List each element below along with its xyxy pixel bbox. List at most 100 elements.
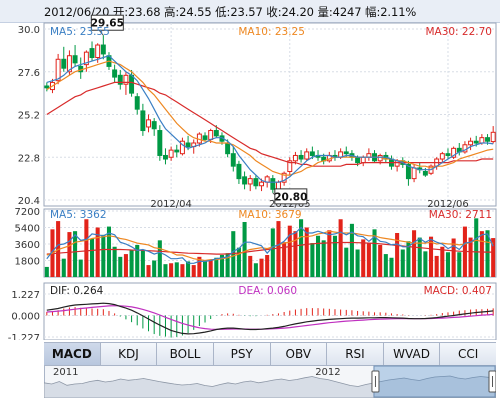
volume-bar: [146, 265, 151, 277]
volume-bar: [242, 222, 247, 277]
volume-bar: [163, 264, 168, 277]
volume-bar: [468, 237, 473, 277]
candle-body: [151, 121, 157, 130]
volume-bar: [282, 242, 287, 277]
tab-obv[interactable]: OBV: [270, 343, 328, 365]
candle-body: [83, 51, 89, 66]
candle-body: [298, 154, 304, 160]
candle-body: [292, 154, 298, 162]
volume-bar: [327, 230, 332, 277]
candle-body: [485, 137, 491, 142]
volume-bar: [259, 258, 264, 277]
volume-bar: [214, 257, 219, 277]
volume-bar: [355, 249, 360, 277]
volume-bar: [479, 231, 484, 277]
volume-bar: [366, 243, 371, 277]
volume-bar: [118, 256, 123, 277]
volume-bar: [491, 238, 496, 277]
candle-body: [411, 167, 417, 180]
candle-body: [129, 74, 135, 94]
candle-body: [281, 172, 287, 183]
candle-body: [117, 74, 123, 85]
macd-y-tick: 1.227: [11, 290, 40, 301]
tab-boll[interactable]: BOLL: [157, 343, 214, 365]
candle-body: [490, 131, 496, 143]
candle-body: [225, 142, 231, 155]
candle-body: [230, 153, 236, 167]
navigator-trend: [44, 375, 496, 398]
volume-bar: [434, 255, 439, 277]
volume-bar: [349, 223, 354, 277]
quote-header: 2012/06/20 开:23.68 高:24.55 低:23.57 收:24.…: [0, 0, 500, 23]
candle-body: [309, 151, 315, 156]
candle-body: [405, 163, 411, 180]
volume-bar: [310, 243, 315, 277]
candle-body: [174, 149, 180, 153]
annotation-box: [274, 188, 308, 205]
macd-dif-line: [46, 302, 494, 335]
volume-bar: [338, 219, 343, 277]
volume-bar: [152, 260, 157, 277]
price-ma5-line: [46, 55, 494, 183]
annotation-box: [90, 14, 124, 31]
tab-kdj[interactable]: KDJ: [100, 343, 158, 365]
candle-body: [259, 181, 265, 187]
volume-bar: [445, 252, 451, 277]
volume-bar: [225, 253, 230, 277]
volume-bar: [485, 230, 490, 277]
stock-chart[interactable]: 30.0 27.6 25.2 22.8 20.4 2012/04 2012/05 2012/0…: [0, 0, 500, 340]
volume-bar: [287, 225, 292, 277]
volume-bar: [315, 235, 321, 277]
candle-body: [146, 119, 152, 128]
volume-bar: [412, 230, 417, 277]
candle-body: [451, 147, 457, 158]
price-legend-item: MA10: 23.25: [238, 26, 305, 38]
tab-macd[interactable]: MACD: [44, 343, 101, 365]
price-x-tick: 2012/06: [427, 199, 469, 210]
candle-body: [66, 55, 72, 73]
volume-bar: [89, 238, 95, 277]
volume-bar: [84, 219, 89, 277]
quote-summary: 2012/06/20 开:23.68 高:24.55 低:23.57 收:24.…: [44, 5, 417, 19]
candle-body: [473, 140, 479, 144]
volume-ma10-line: [46, 230, 494, 262]
candle-body: [439, 153, 445, 160]
volume-bar: [423, 251, 428, 277]
candle-body: [213, 130, 219, 137]
volume-bar: [457, 252, 462, 277]
volume-bar: [101, 234, 106, 277]
tab-cci[interactable]: CCI: [440, 343, 496, 365]
volume-bar: [135, 244, 140, 277]
time-range-navigator[interactable]: 2011 2012: [44, 365, 496, 398]
volume-bar: [276, 221, 281, 277]
volume-bar: [157, 240, 162, 277]
macd-legend-item: MACD: 0.407: [424, 285, 492, 297]
volume-bar: [299, 219, 304, 277]
volume-y-tick: 3600: [15, 240, 40, 251]
volume-bar: [61, 258, 66, 277]
tab-rsi[interactable]: RSI: [327, 343, 384, 365]
price-ma10-line: [46, 60, 494, 176]
candle-body: [44, 85, 50, 89]
volume-y-tick: 5400: [15, 224, 40, 235]
candle-body: [422, 171, 428, 176]
candle-body: [168, 149, 174, 158]
candle-body: [185, 142, 191, 148]
tab-wvad[interactable]: WVAD: [383, 343, 441, 365]
candle-body: [242, 176, 248, 185]
macd-panel-frame: [43, 282, 497, 340]
tab-psy[interactable]: PSY: [213, 343, 271, 365]
volume-bar: [253, 263, 258, 277]
volume-bar: [332, 235, 338, 277]
volume-bar: [236, 247, 241, 277]
volume-bar: [417, 237, 422, 277]
candle-body: [355, 156, 361, 164]
candle-body: [140, 110, 146, 132]
volume-bar: [293, 231, 298, 277]
volume-bar: [389, 257, 394, 277]
volume-bar: [440, 246, 445, 277]
candle-body: [61, 58, 67, 69]
volume-bar: [428, 236, 434, 277]
navigator-year-label: 2011: [53, 367, 78, 378]
volume-bar: [197, 256, 202, 277]
